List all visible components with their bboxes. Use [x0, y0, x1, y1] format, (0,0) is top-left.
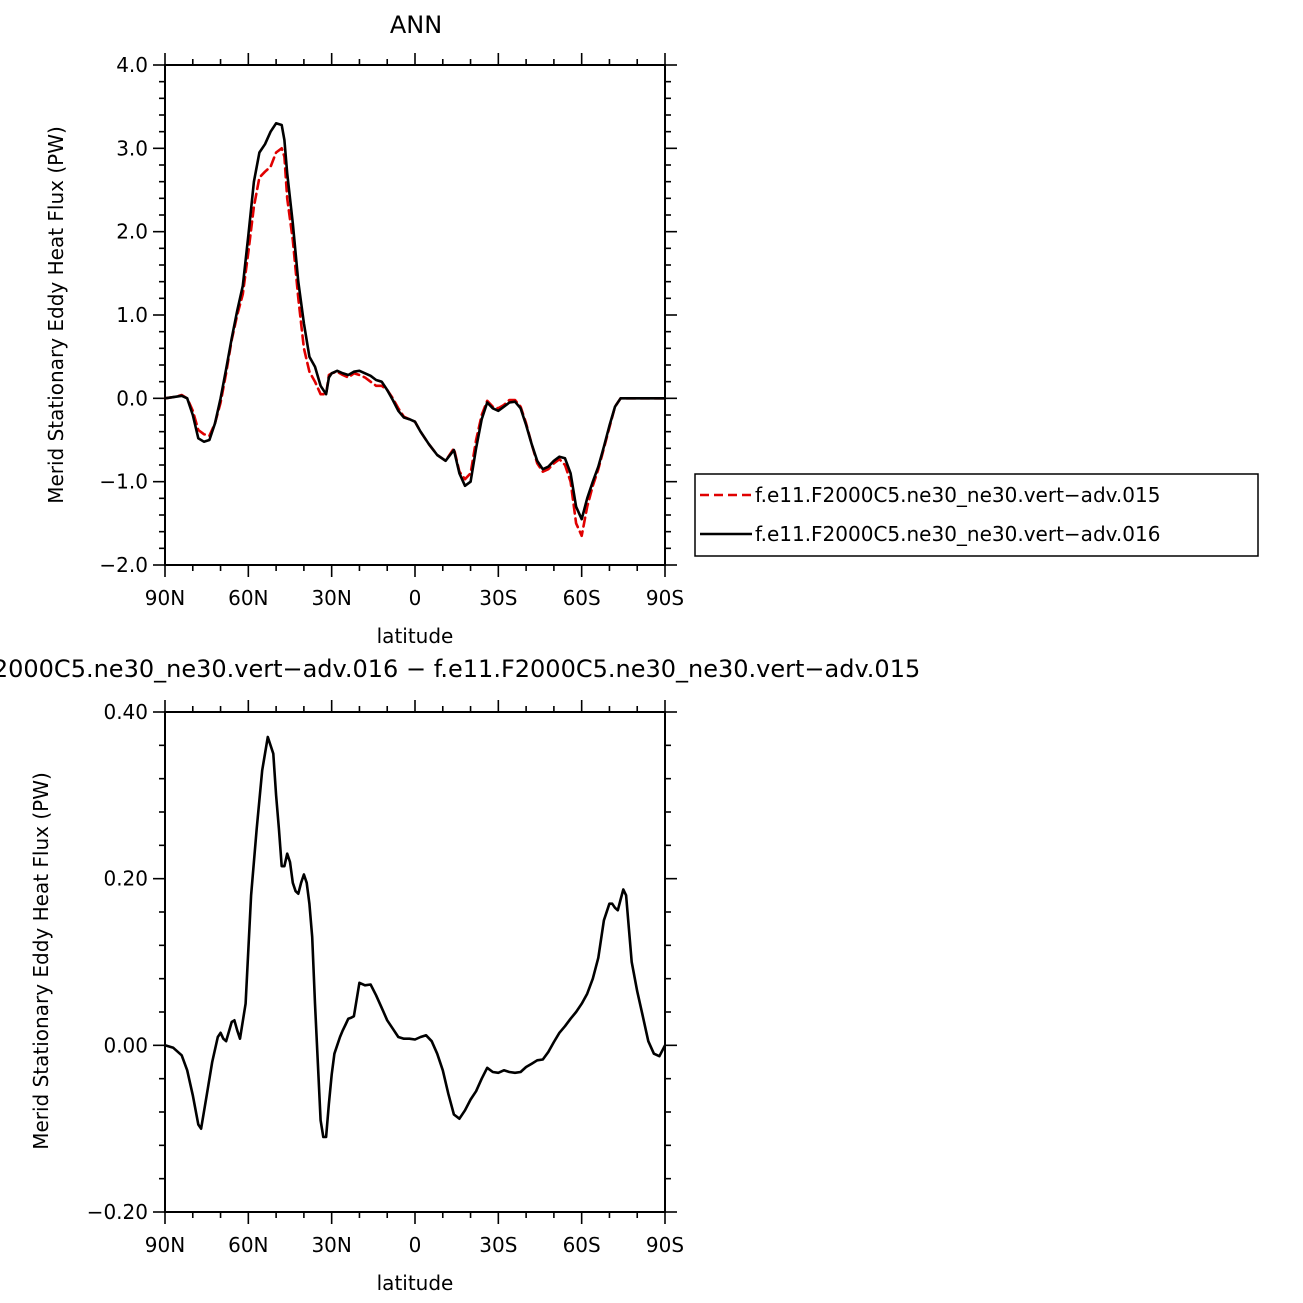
x-tick-label: 60S — [563, 1233, 601, 1257]
bottom-plot-series-lines — [163, 735, 667, 1139]
top-plot-series-lines — [163, 122, 667, 538]
series-line-2 — [163, 122, 667, 521]
x-tick-label: 0 — [409, 1233, 422, 1257]
bottom-plot: f.e11.F2000C5.ne30_ne30.vert−adv.016 − f… — [0, 655, 920, 1295]
y-tick-label: 3.0 — [116, 136, 148, 160]
x-tick-label: 90S — [646, 586, 684, 610]
x-tick-label: 30N — [311, 586, 351, 610]
bottom-plot-y-axis-title: Merid Stationary Eddy Heat Flux (PW) — [29, 772, 53, 1150]
y-tick-label: 4.0 — [116, 53, 148, 77]
bottom-plot-title: f.e11.F2000C5.ne30_ne30.vert−adv.016 − f… — [0, 655, 920, 683]
x-tick-label: 90N — [145, 1233, 185, 1257]
x-tick-label: 60S — [563, 586, 601, 610]
legend: f.e11.F2000C5.ne30_ne30.vert−adv.015 f.e… — [694, 473, 1259, 557]
series-line-1 — [163, 147, 667, 538]
series-line-1 — [163, 735, 667, 1139]
legend-label-series-015: f.e11.F2000C5.ne30_ne30.vert−adv.015 — [755, 483, 1160, 507]
x-tick-label: 90N — [145, 586, 185, 610]
x-tick-label: 30S — [479, 586, 517, 610]
bottom-plot-x-axis-title: latitude — [377, 1271, 454, 1295]
top-plot-y-tick-labels: −2.0 −1.0 0.0 1.0 2.0 3.0 4.0 — [99, 53, 148, 577]
x-tick-label: 30S — [479, 1233, 517, 1257]
x-tick-label: 60N — [228, 586, 268, 610]
y-tick-label: 0.0 — [116, 386, 148, 410]
bottom-plot-frame — [164, 711, 666, 1213]
y-tick-label: 1.0 — [116, 303, 148, 327]
x-tick-label: 60N — [228, 1233, 268, 1257]
x-tick-label: 30N — [311, 1233, 351, 1257]
legend-label-series-016: f.e11.F2000C5.ne30_ne30.vert−adv.016 — [755, 522, 1160, 546]
top-plot: ANN 90N 60N 30N 0 30S 60S 90S −2.0 −1.0 0.0 1.0 2.… — [44, 11, 684, 648]
y-tick-label: 2.0 — [116, 220, 148, 244]
x-tick-label: 0 — [409, 586, 422, 610]
legend-box — [694, 473, 1259, 557]
top-plot-x-tick-labels: 90N 60N 30N 0 30S 60S 90S — [145, 586, 684, 610]
bottom-plot-x-tick-labels: 90N 60N 30N 0 30S 60S 90S — [145, 1233, 684, 1257]
y-tick-label: −1.0 — [99, 470, 148, 494]
y-tick-label: −2.0 — [99, 553, 148, 577]
top-plot-x-axis-title: latitude — [377, 624, 454, 648]
bottom-plot-y-tick-labels: −0.20 0.00 0.20 0.40 — [87, 700, 148, 1224]
top-plot-ticks — [153, 53, 677, 577]
y-tick-label: 0.00 — [103, 1033, 148, 1057]
top-plot-title: ANN — [390, 11, 442, 39]
y-tick-label: 0.40 — [103, 700, 148, 724]
x-tick-label: 90S — [646, 1233, 684, 1257]
y-tick-label: −0.20 — [87, 1200, 148, 1224]
y-tick-label: 0.20 — [103, 867, 148, 891]
top-plot-y-axis-title: Merid Stationary Eddy Heat Flux (PW) — [44, 126, 68, 504]
bottom-plot-ticks — [153, 700, 677, 1224]
